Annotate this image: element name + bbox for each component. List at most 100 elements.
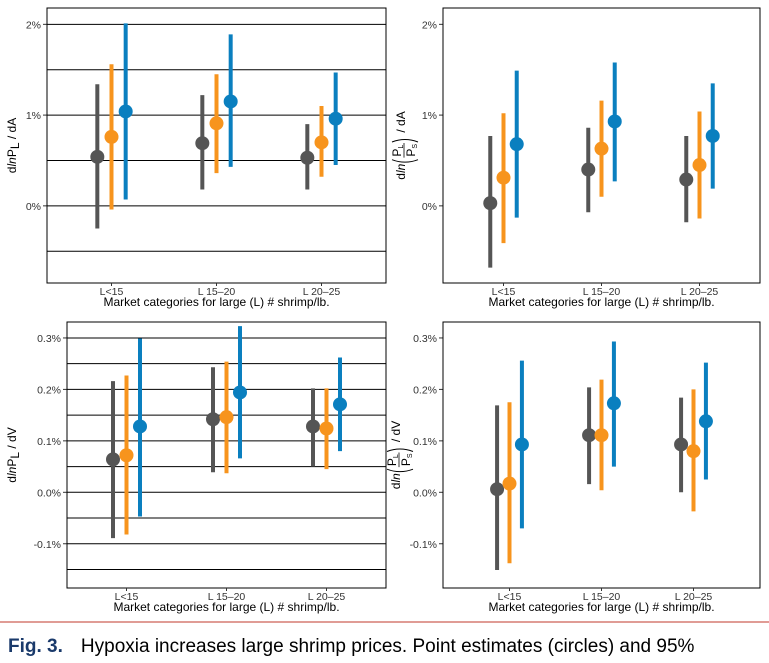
point xyxy=(490,482,505,497)
y-tick-label: 1% xyxy=(422,110,437,122)
point xyxy=(514,437,529,452)
panel: -0.1% 0.0% 0.1% 0.2% 0.3% L<15 L 15–20 L 20–25M… xyxy=(385,321,761,614)
fraction-den-main: P xyxy=(399,458,413,466)
point xyxy=(606,396,621,411)
paren xyxy=(386,448,414,452)
x-tick-label: L 20–25 xyxy=(303,286,341,298)
fraction-num: PL xyxy=(390,145,405,157)
point xyxy=(502,476,517,491)
fraction-num-sub: L xyxy=(398,145,405,149)
point xyxy=(223,94,238,109)
x-tick-label: L 20–25 xyxy=(675,591,713,603)
y-label-part: d xyxy=(5,167,19,174)
y-tick-label: 0% xyxy=(422,201,437,213)
caption-text: Hypoxia increases large shrimp prices. P… xyxy=(81,636,695,657)
point xyxy=(90,149,105,164)
point xyxy=(319,421,334,436)
fraction-den-sub: S xyxy=(407,453,414,458)
y-label-part: L xyxy=(8,452,22,459)
fraction-num-sub: L xyxy=(393,454,400,458)
x-axis-label: Market categories for large (L) # shrimp… xyxy=(488,600,714,614)
x-tick-label: L 15–20 xyxy=(198,286,236,298)
caption-label: Fig. 3. xyxy=(8,636,63,657)
y-label-part: / dA xyxy=(394,111,408,136)
point xyxy=(119,448,134,463)
point xyxy=(594,141,609,156)
y-label-part: / dA xyxy=(5,118,19,143)
y-tick-label: 0.0% xyxy=(37,487,61,499)
point xyxy=(106,452,120,467)
x-tick-label: L 20–25 xyxy=(681,286,719,298)
y-label-part: d xyxy=(394,173,408,180)
point xyxy=(328,111,343,126)
x-axis-label: Market categories for large (L) # shrimp… xyxy=(113,600,339,614)
y-label-part: d xyxy=(5,476,19,483)
fraction-den-sub: S xyxy=(412,144,419,149)
point xyxy=(581,162,596,177)
y-tick-label: 0.1% xyxy=(37,436,61,448)
point xyxy=(679,172,694,187)
point xyxy=(333,397,347,412)
paren xyxy=(386,468,414,473)
point xyxy=(698,414,713,429)
point xyxy=(133,419,147,434)
y-tick-label: 0.1% xyxy=(413,436,437,448)
point xyxy=(314,135,329,150)
y-tick-label: 0.2% xyxy=(413,384,437,396)
point xyxy=(705,128,720,143)
y-label-part: ln xyxy=(389,473,403,483)
y-tick-label: 0.0% xyxy=(413,487,437,499)
point xyxy=(219,410,234,425)
fraction-num-main: P xyxy=(385,458,399,466)
x-tick-label: L<15 xyxy=(492,286,516,298)
fraction-num-main: P xyxy=(390,149,404,157)
paren xyxy=(391,159,419,163)
caption: Fig. 3. Hypoxia increases large shrimp pr… xyxy=(8,636,695,657)
point xyxy=(582,428,597,443)
point xyxy=(594,428,609,443)
x-tick-label: L 15–20 xyxy=(583,591,621,603)
x-tick-label: L 15–20 xyxy=(208,591,246,603)
x-axis-label: Market categories for large (L) # shrimp… xyxy=(103,295,329,309)
point xyxy=(118,104,133,119)
y-label-part: / dV xyxy=(5,427,19,452)
point xyxy=(692,158,707,173)
fraction-den-main: P xyxy=(404,149,418,157)
y-tick-label: 0.2% xyxy=(37,384,61,396)
x-axis-label: Market categories for large (L) # shrimp… xyxy=(488,295,714,309)
fraction-num: PL xyxy=(385,454,400,466)
y-label-part: ln xyxy=(5,157,19,167)
y-tick-label: 2% xyxy=(26,19,41,31)
y-label-part: ln xyxy=(394,163,408,173)
x-tick-label: L<15 xyxy=(100,286,124,298)
y-tick-label: 1% xyxy=(26,110,41,122)
point xyxy=(483,196,498,211)
y-label-part: P xyxy=(5,459,19,467)
point xyxy=(306,419,320,434)
y-tick-label: -0.1% xyxy=(34,539,61,551)
x-tick-label: L 15–20 xyxy=(583,286,621,298)
point xyxy=(206,412,220,427)
point xyxy=(607,114,622,129)
panel: -0.1% 0.0% 0.1% 0.2% 0.3% L<15 L 15–20 L 20–25M… xyxy=(5,321,387,614)
y-label-part: P xyxy=(5,149,19,157)
x-tick-label: L<15 xyxy=(498,591,522,603)
point xyxy=(209,116,224,131)
y-label-part: L xyxy=(8,142,22,149)
point xyxy=(195,136,210,151)
point xyxy=(509,137,524,152)
point xyxy=(686,444,701,459)
y-tick-label: 0.3% xyxy=(37,333,61,345)
fraction-den: PS xyxy=(404,144,419,157)
